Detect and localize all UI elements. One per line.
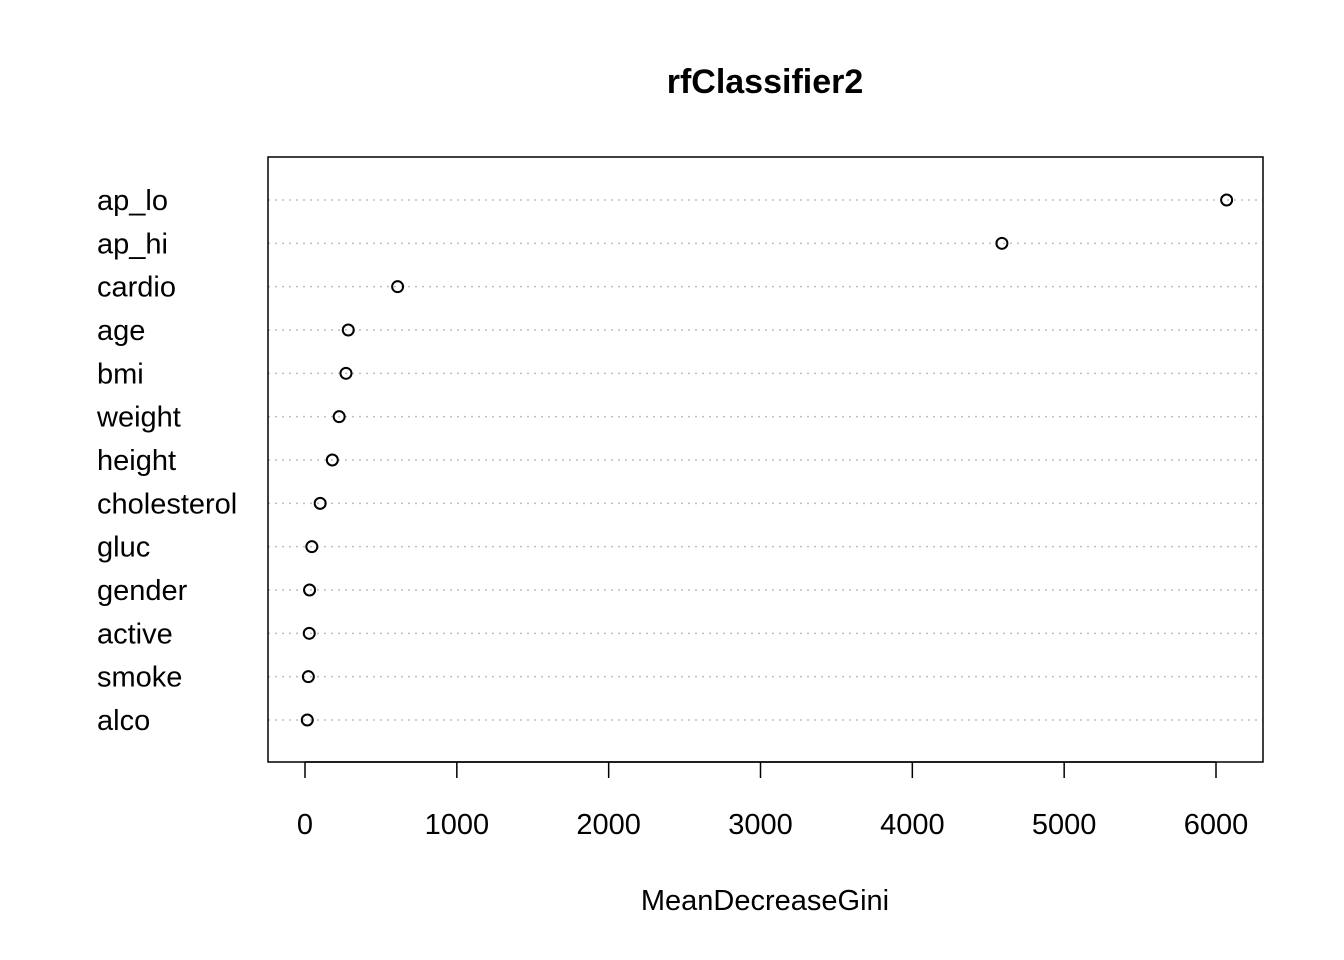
category-label-alco: alco xyxy=(97,705,150,737)
data-point-ap_lo xyxy=(1220,193,1234,207)
category-label-active: active xyxy=(97,618,173,650)
data-point-ap_hi xyxy=(995,236,1009,250)
x-tick-label-3000: 3000 xyxy=(728,809,793,841)
category-label-gluc: gluc xyxy=(97,532,150,564)
category-label-smoke: smoke xyxy=(97,662,182,694)
data-point-cardio xyxy=(391,280,405,294)
data-point-age xyxy=(341,323,355,337)
data-point-active xyxy=(302,626,316,640)
category-label-bmi: bmi xyxy=(97,358,144,390)
data-point-bmi xyxy=(339,366,353,380)
category-label-cholesterol: cholesterol xyxy=(97,488,237,520)
x-tick-label-2000: 2000 xyxy=(576,809,641,841)
category-label-ap_hi: ap_hi xyxy=(97,228,168,260)
data-point-smoke xyxy=(301,670,315,684)
x-tick-label-6000: 6000 xyxy=(1184,809,1249,841)
x-axis: 0 1000 2000 3000 4000 5000 6000 xyxy=(297,761,1249,841)
data-point-cholesterol xyxy=(313,496,327,510)
data-point-alco xyxy=(300,713,314,727)
x-tick-label-4000: 4000 xyxy=(880,809,945,841)
category-label-weight: weight xyxy=(96,402,181,434)
chart-title: rfClassifier2 xyxy=(667,63,864,101)
x-tick-label-0: 0 xyxy=(297,809,313,841)
data-point-gender xyxy=(303,583,317,597)
x-tick-label-5000: 5000 xyxy=(1032,809,1097,841)
x-axis-title: MeanDecreaseGini xyxy=(641,885,889,917)
category-label-ap_lo: ap_lo xyxy=(97,185,168,217)
data-point-gluc xyxy=(305,540,319,554)
x-tick-label-1000: 1000 xyxy=(425,809,490,841)
category-label-age: age xyxy=(97,315,145,347)
category-label-cardio: cardio xyxy=(97,272,176,304)
category-label-height: height xyxy=(97,445,176,477)
data-points xyxy=(300,193,1234,727)
data-point-height xyxy=(325,453,339,467)
data-point-weight xyxy=(332,410,346,424)
category-label-gender: gender xyxy=(97,575,188,607)
grid-lines xyxy=(268,199,1263,721)
